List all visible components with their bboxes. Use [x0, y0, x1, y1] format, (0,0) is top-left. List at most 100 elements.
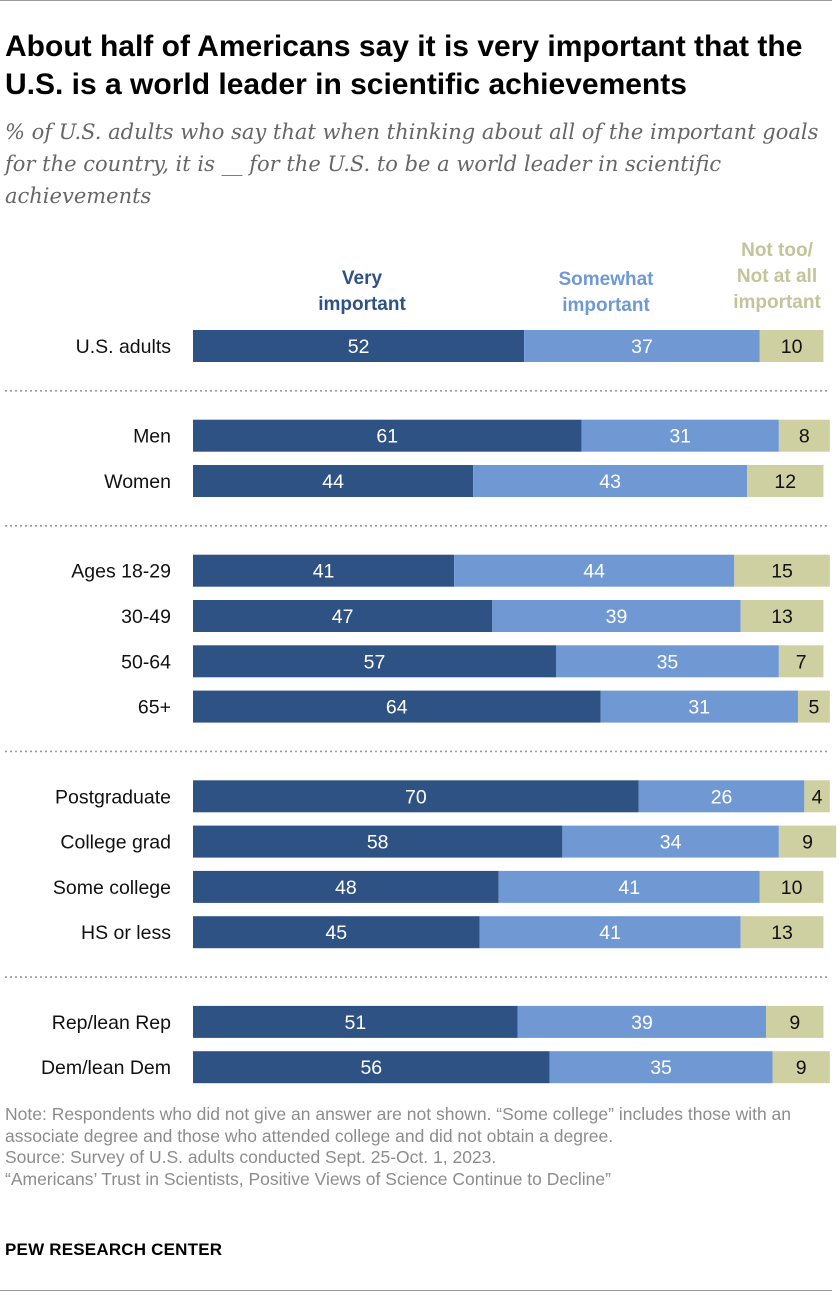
bar-dem-lean-dem-nottoo	[772, 1051, 830, 1084]
row-label-30-49: 30-49	[121, 606, 171, 628]
value-label-some-college-nottoo: 10	[781, 877, 803, 899]
row-label-postgraduate: Postgraduate	[55, 786, 171, 808]
bar-50-64-very	[193, 645, 556, 678]
bar-college-grad-very	[193, 825, 563, 858]
bar-hs-or-less-somewhat	[479, 916, 741, 949]
value-label-rep-lean-rep-nottoo: 9	[789, 1012, 800, 1034]
legend-somewhat-important: Somewhat important	[558, 269, 654, 316]
value-label-50-64-somewhat: 35	[657, 651, 679, 673]
value-label-men-nottoo: 8	[799, 426, 810, 448]
bar-50-64-somewhat	[555, 645, 779, 678]
bar-postgraduate-somewhat	[638, 780, 805, 813]
note-text: Note: Respondents who did not give an an…	[5, 1104, 792, 1146]
bar-65-somewhat	[600, 690, 798, 723]
value-label-30-49-somewhat: 39	[606, 606, 628, 628]
value-label-ages-18-29-somewhat: 44	[583, 561, 605, 583]
bar-women-very	[193, 465, 474, 497]
bar-u-s-adults-somewhat	[524, 330, 760, 362]
chart-subtitle: % of U.S. adults who say that when think…	[5, 120, 819, 208]
bar-rep-lean-rep-very	[193, 1005, 518, 1038]
bar-65-nottoo	[797, 690, 830, 723]
legend-not-too-line2: Not at all	[736, 266, 818, 287]
legend-not-too-line1: Not too/	[741, 240, 813, 261]
row-label-women: Women	[104, 471, 171, 493]
value-label-30-49-very: 47	[332, 606, 354, 628]
row-label-50-64: 50-64	[121, 651, 171, 673]
bar-dem-lean-dem-somewhat	[549, 1051, 773, 1084]
value-label-65-somewhat: 31	[688, 697, 710, 719]
bar-rep-lean-rep-nottoo	[766, 1005, 824, 1038]
bar-ages-18-29-very	[193, 554, 455, 587]
source-text: Source: Survey of U.S. adults conducted …	[5, 1147, 497, 1167]
value-label-college-grad-somewhat: 34	[660, 832, 682, 854]
pew-logo-text: PEW RESEARCH CENTER	[5, 1240, 223, 1259]
legend-not-too-important: Not too/ Not at all important	[720, 238, 834, 316]
bar-30-49-nottoo	[740, 600, 824, 632]
row-label-college-grad: College grad	[60, 832, 171, 854]
value-label-50-64-nottoo: 7	[796, 651, 807, 673]
bar-postgraduate-very	[193, 780, 639, 813]
value-label-some-college-very: 48	[335, 877, 357, 899]
report-title: “Americans’ Trust in Scientists, Positiv…	[5, 1168, 611, 1189]
bar-50-64-nottoo	[778, 645, 824, 678]
bar-u-s-adults-nottoo	[759, 330, 824, 362]
bar-some-college-somewhat	[498, 870, 760, 903]
row-label-rep-lean-rep: Rep/lean Rep	[52, 1012, 171, 1034]
bar-30-49-somewhat	[492, 600, 741, 632]
value-label-postgraduate-very: 70	[405, 786, 427, 808]
value-label-postgraduate-somewhat: 26	[711, 786, 733, 808]
value-label-ages-18-29-nottoo: 15	[771, 561, 793, 583]
value-label-65-nottoo: 5	[808, 697, 819, 719]
value-label-hs-or-less-very: 45	[325, 922, 347, 944]
row-label-ages-18-29: Ages 18-29	[71, 561, 171, 583]
bar-hs-or-less-very	[193, 916, 480, 949]
value-label-u-s-adults-nottoo: 10	[781, 336, 803, 358]
bar-men-very	[193, 419, 582, 452]
value-label-postgraduate-nottoo: 4	[812, 786, 823, 808]
bar-u-s-adults-very	[193, 330, 525, 362]
row-label-dem-lean-dem: Dem/lean Dem	[41, 1057, 171, 1079]
bar-college-grad-somewhat	[562, 825, 779, 858]
row-label-men: Men	[133, 426, 171, 448]
bar-65-very	[193, 690, 601, 723]
value-label-some-college-somewhat: 41	[618, 877, 640, 899]
bar-some-college-nottoo	[759, 870, 824, 903]
bar-ages-18-29-somewhat	[454, 554, 735, 587]
value-label-college-grad-very: 58	[367, 832, 389, 854]
legend-not-too-line3: important	[733, 292, 821, 313]
value-label-30-49-nottoo: 13	[771, 606, 793, 628]
value-label-women-somewhat: 43	[599, 471, 621, 493]
row-label-some-college: Some college	[53, 877, 171, 899]
bar-30-49-very	[193, 600, 493, 632]
value-label-hs-or-less-nottoo: 13	[771, 922, 793, 944]
bar-rep-lean-rep-somewhat	[517, 1005, 767, 1038]
value-label-hs-or-less-somewhat: 41	[599, 922, 621, 944]
bar-men-nottoo	[778, 419, 830, 452]
value-label-dem-lean-dem-nottoo: 9	[796, 1057, 807, 1079]
chart-title: About half of Americans say it is very i…	[5, 30, 803, 101]
value-label-women-nottoo: 12	[774, 471, 796, 493]
bar-women-nottoo	[747, 465, 824, 497]
value-label-women-very: 44	[322, 471, 344, 493]
value-label-ages-18-29-very: 41	[313, 561, 335, 583]
value-label-rep-lean-rep-very: 51	[345, 1012, 367, 1034]
legend-very-important: Very important	[318, 268, 406, 315]
value-label-college-grad-nottoo: 9	[802, 832, 813, 854]
value-label-rep-lean-rep-somewhat: 39	[631, 1012, 653, 1034]
row-label-u-s-adults: U.S. adults	[76, 336, 172, 358]
row-label-hs-or-less: HS or less	[81, 922, 171, 944]
bottom-rule	[0, 1290, 832, 1291]
row-label-65: 65+	[138, 697, 171, 719]
bar-college-grad-nottoo	[778, 825, 837, 858]
value-label-dem-lean-dem-somewhat: 35	[650, 1057, 672, 1079]
bar-ages-18-29-nottoo	[734, 554, 830, 587]
bar-some-college-very	[193, 870, 499, 903]
value-label-50-64-very: 57	[364, 651, 386, 673]
bar-postgraduate-nottoo	[804, 780, 830, 813]
notes-block: Note: Respondents who did not give an an…	[5, 1104, 815, 1190]
value-label-u-s-adults-somewhat: 37	[631, 336, 653, 358]
value-label-men-somewhat: 31	[669, 426, 691, 448]
value-label-u-s-adults-very: 52	[348, 336, 370, 358]
value-label-65-very: 64	[386, 697, 408, 719]
